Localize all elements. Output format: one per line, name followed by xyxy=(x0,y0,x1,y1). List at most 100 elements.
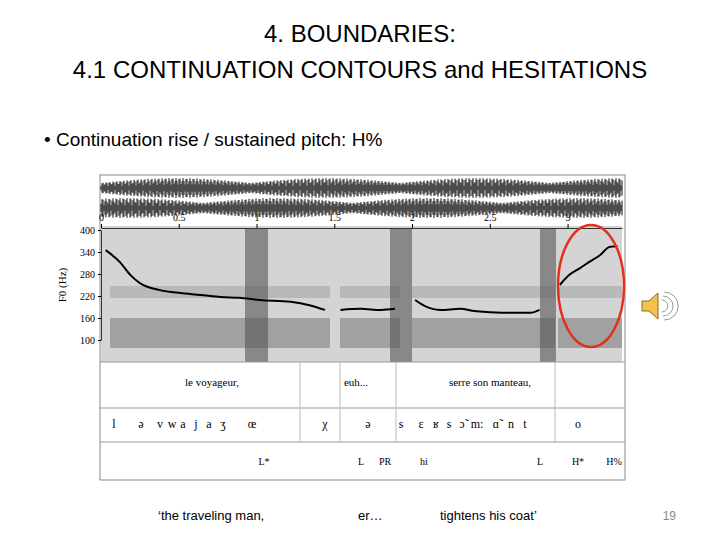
x-tick-label: 1 xyxy=(255,212,260,223)
phone-label: ə xyxy=(138,417,143,431)
phone-label: ɑ̃ xyxy=(493,417,503,431)
tone-label: L xyxy=(358,456,364,467)
speaker-body xyxy=(642,293,658,319)
page-number: 19 xyxy=(663,509,677,523)
tier-boundary xyxy=(555,362,556,442)
phone-label: t xyxy=(523,417,527,431)
phone-label: ɔ̃ xyxy=(459,417,468,431)
gloss: ‘the traveling man, xyxy=(158,508,264,523)
y-axis-title: F0 (Hz) xyxy=(56,267,69,302)
tone-label: hi xyxy=(420,456,428,467)
spectrogram-formant xyxy=(558,286,622,298)
tier-line xyxy=(100,408,625,409)
tier-line xyxy=(100,442,625,443)
y-tick-mark xyxy=(98,318,101,319)
phone-label: n xyxy=(508,417,514,431)
highlight-ellipse xyxy=(558,225,624,347)
phone-label: m: xyxy=(471,417,484,431)
word-label: serre son manteau, xyxy=(449,376,531,388)
phone-label: l xyxy=(112,417,116,431)
x-tick-mark xyxy=(101,224,102,228)
spectrogram-formant xyxy=(412,286,555,298)
phone-label: œ xyxy=(248,417,257,431)
x-axis-line xyxy=(102,228,623,229)
tier-line xyxy=(100,362,625,363)
phone-label: ʁ xyxy=(433,417,439,431)
slide-title: 4. BOUNDARIES: xyxy=(264,20,456,47)
phone-label: ʒ xyxy=(220,417,225,431)
x-tick-label: 3 xyxy=(566,212,571,223)
phone-label: s xyxy=(399,417,404,431)
waveform xyxy=(101,178,622,198)
speaker-wave xyxy=(663,296,673,316)
gloss: er… xyxy=(358,508,383,523)
phone-label: s xyxy=(447,417,452,431)
phone-label: ə xyxy=(365,417,370,431)
x-tick-mark xyxy=(490,224,491,228)
x-tick-mark xyxy=(179,224,180,228)
phone-label: ɛ xyxy=(418,417,423,431)
y-tick-label: 160 xyxy=(80,313,95,324)
y-tick-label: 400 xyxy=(80,225,95,236)
phone-label: o xyxy=(575,417,581,431)
slide-title: 4.1 CONTINUATION CONTOURS and HESITATION… xyxy=(73,56,647,83)
word-label: euh... xyxy=(344,376,368,388)
x-axis: 0 0.5 1 1.5 2 2.5 3 xyxy=(99,212,623,229)
tone-label: L xyxy=(537,456,543,467)
x-tick-label: 2.5 xyxy=(484,212,497,223)
spectrogram-voicing xyxy=(110,318,330,348)
y-axis: 100 160 220 280 340 400 xyxy=(80,225,102,346)
y-tick-mark xyxy=(98,274,101,275)
phone-label: j xyxy=(193,417,197,431)
bullet: • Continuation rise / sustained pitch: H… xyxy=(44,129,382,150)
plot-area xyxy=(106,246,618,313)
y-tick: 280 xyxy=(80,269,101,280)
spectrogram-voicing xyxy=(412,318,555,348)
word-label: le voyageur, xyxy=(185,376,239,388)
x-tick-mark xyxy=(412,224,413,228)
annotation-tiers: le voyageur,euh...serre son manteau,ləvw… xyxy=(100,362,625,467)
x-tick-label: 0 xyxy=(99,212,104,223)
y-tick-label: 340 xyxy=(80,247,95,258)
tier-boundary xyxy=(396,362,397,442)
x-tick-mark xyxy=(334,224,335,228)
figure: 00.511.522.53100160220280340400F0 (Hz)le… xyxy=(56,175,625,480)
y-tick-label: 220 xyxy=(80,291,95,302)
slide: 4. BOUNDARIES: 4.1 CONTINUATION CONTOURS … xyxy=(0,0,720,540)
x-tick: 0 xyxy=(99,212,104,228)
x-tick-mark xyxy=(257,224,258,228)
y-tick-mark xyxy=(98,340,101,341)
y-axis-line xyxy=(101,231,102,341)
background xyxy=(0,0,720,540)
x-tick: 1.5 xyxy=(329,212,342,228)
tier-boundary xyxy=(340,362,341,442)
tone-label: H% xyxy=(606,456,622,467)
x-tick: 0.5 xyxy=(173,212,186,228)
y-tick: 160 xyxy=(80,313,101,324)
tier-boundary xyxy=(300,362,301,442)
x-tick-label: 1.5 xyxy=(329,212,342,223)
gloss: tightens his coat’ xyxy=(440,508,537,523)
phone-label: w xyxy=(168,417,177,431)
y-tick-label: 100 xyxy=(80,335,95,346)
phone-label: a xyxy=(180,417,186,431)
spectrogram xyxy=(101,226,622,362)
speaker-wave xyxy=(662,300,668,312)
phone-label: v xyxy=(157,417,163,431)
x-tick: 1 xyxy=(255,212,260,228)
phone-label: χ xyxy=(321,417,328,431)
y-tick: 220 xyxy=(80,291,101,302)
y-tick: 340 xyxy=(80,247,101,258)
y-tick-mark xyxy=(98,230,101,231)
tone-label: L* xyxy=(258,456,269,467)
x-tick: 2.5 xyxy=(484,212,497,228)
pitch-contour xyxy=(106,246,618,313)
figure-frame xyxy=(100,175,625,480)
x-tick: 2 xyxy=(410,212,415,228)
y-tick: 400 xyxy=(80,225,101,236)
spectrogram-fricative xyxy=(540,228,556,362)
x-tick: 3 xyxy=(566,212,571,228)
phone-label: a xyxy=(206,417,212,431)
spectrogram-fricative xyxy=(245,228,268,362)
x-tick-mark xyxy=(568,224,569,228)
